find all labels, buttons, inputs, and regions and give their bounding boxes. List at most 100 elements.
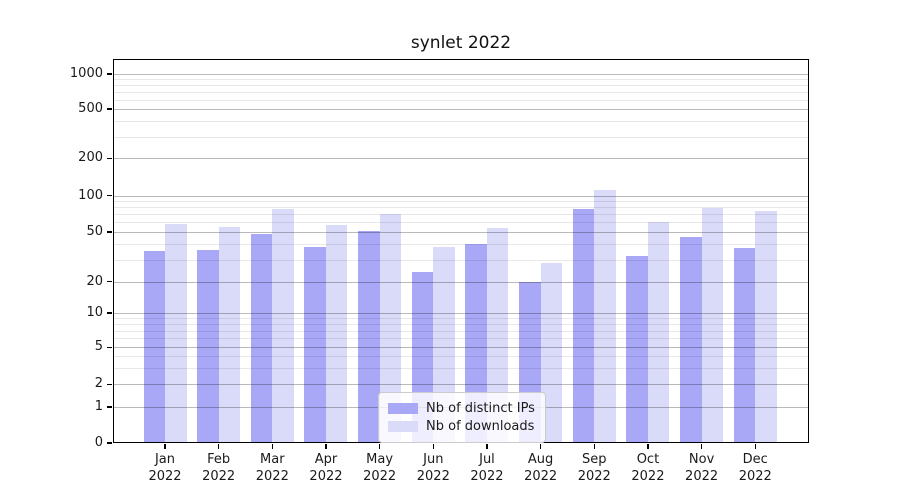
y-tick-label: 100	[78, 187, 103, 203]
y-tick-mark	[107, 108, 112, 110]
minor-gridline	[113, 318, 809, 320]
y-tick-label: 2	[94, 376, 103, 392]
major-gridline	[113, 281, 809, 283]
bar-distinct-ips	[572, 209, 595, 443]
bar-distinct-ips	[304, 246, 326, 443]
y-tick-mark	[107, 312, 112, 314]
x-tick-month: Nov	[688, 452, 715, 467]
x-tick-mark	[754, 444, 756, 449]
x-tick-year: 2022	[148, 469, 182, 484]
minor-gridline	[113, 214, 809, 216]
x-tick-year: 2022	[202, 469, 236, 484]
bar-distinct-ips	[358, 230, 380, 443]
major-gridline	[113, 108, 809, 110]
y-tick-label: 200	[78, 150, 103, 166]
legend-item: Nb of distinct IPs	[388, 400, 535, 416]
bar-distinct-ips	[733, 248, 756, 443]
x-tick-month: Jun	[423, 452, 444, 467]
x-tick-mark	[432, 444, 434, 449]
bar-distinct-ips	[250, 234, 273, 443]
y-tick-label: 5	[94, 339, 103, 355]
legend-label: Nb of distinct IPs	[426, 400, 535, 416]
bar-downloads	[272, 208, 294, 443]
plot-area	[113, 59, 809, 443]
x-tick-label: Jul 2022	[447, 451, 527, 485]
x-tick-month: Sep	[582, 452, 607, 467]
x-tick-month: Jul	[479, 452, 495, 467]
major-gridline	[113, 231, 809, 233]
minor-gridline	[113, 356, 809, 358]
x-tick-mark	[271, 444, 273, 449]
y-tick-mark	[107, 281, 112, 283]
x-tick-label: Dec 2022	[715, 451, 795, 485]
bar-downloads	[325, 225, 348, 443]
major-gridline	[113, 195, 809, 197]
y-tick-mark	[107, 442, 112, 444]
y-tick-mark	[107, 383, 112, 385]
minor-gridline	[113, 136, 809, 138]
x-tick-mark	[325, 444, 327, 449]
bar-downloads	[755, 211, 777, 443]
minor-gridline	[113, 338, 809, 340]
x-tick-year: 2022	[577, 469, 611, 484]
minor-gridline	[113, 92, 809, 93]
legend-swatch-downloads	[388, 420, 418, 432]
x-tick-month: Jan	[154, 452, 176, 467]
minor-gridline	[113, 368, 809, 370]
x-tick-year: 2022	[524, 469, 558, 484]
x-tick-year: 2022	[685, 469, 719, 484]
x-tick-month: May	[366, 452, 394, 467]
minor-gridline	[113, 85, 809, 87]
minor-gridline	[113, 222, 809, 224]
x-tick-label: Aug 2022	[501, 451, 581, 485]
bar-downloads	[701, 208, 724, 443]
y-tick-mark	[107, 195, 112, 197]
x-tick-year: 2022	[255, 469, 289, 484]
y-tick-label: 1	[94, 399, 103, 415]
bar-downloads	[540, 263, 563, 443]
bar-downloads	[218, 227, 241, 443]
x-tick-label: Jun 2022	[393, 451, 473, 485]
x-tick-label: Mar 2022	[232, 451, 312, 485]
x-tick-year: 2022	[470, 469, 504, 484]
chart-title: synlet 2022	[410, 33, 512, 53]
minor-gridline	[113, 330, 809, 332]
bar-downloads	[165, 224, 187, 443]
x-tick-label: Jan 2022	[125, 451, 205, 485]
major-gridline	[113, 347, 809, 349]
x-tick-year: 2022	[363, 469, 397, 484]
x-tick-label: Feb 2022	[179, 451, 259, 485]
minor-gridline	[113, 201, 809, 203]
x-tick-year: 2022	[631, 469, 665, 484]
x-tick-year: 2022	[738, 469, 772, 484]
minor-gridline	[113, 79, 809, 81]
x-tick-mark	[593, 444, 595, 449]
x-tick-label: May 2022	[340, 451, 420, 485]
y-tick-label: 10	[86, 305, 103, 321]
legend-swatch-distinct-ips	[388, 402, 418, 414]
minor-gridline	[113, 324, 809, 326]
y-tick-mark	[107, 346, 112, 348]
x-tick-month: Dec	[742, 452, 768, 467]
bar-distinct-ips	[626, 256, 648, 443]
minor-gridline	[113, 244, 809, 246]
x-tick-mark	[647, 444, 649, 449]
x-tick-month: Mar	[260, 452, 285, 467]
y-tick-label: 1000	[69, 66, 103, 81]
x-tick-month: Aug	[527, 452, 554, 467]
x-tick-mark	[701, 444, 703, 449]
minor-gridline	[113, 259, 809, 261]
x-tick-mark	[164, 444, 166, 449]
y-tick-mark	[107, 406, 112, 408]
x-tick-year: 2022	[309, 469, 343, 484]
x-tick-year: 2022	[416, 469, 450, 484]
x-tick-label: Nov 2022	[662, 451, 742, 485]
major-gridline	[113, 313, 809, 315]
major-gridline	[113, 158, 809, 160]
x-tick-mark	[379, 444, 381, 449]
minor-gridline	[113, 99, 809, 101]
bar-downloads	[379, 213, 402, 443]
x-tick-month: Feb	[207, 452, 231, 467]
bar-downloads	[647, 222, 670, 443]
